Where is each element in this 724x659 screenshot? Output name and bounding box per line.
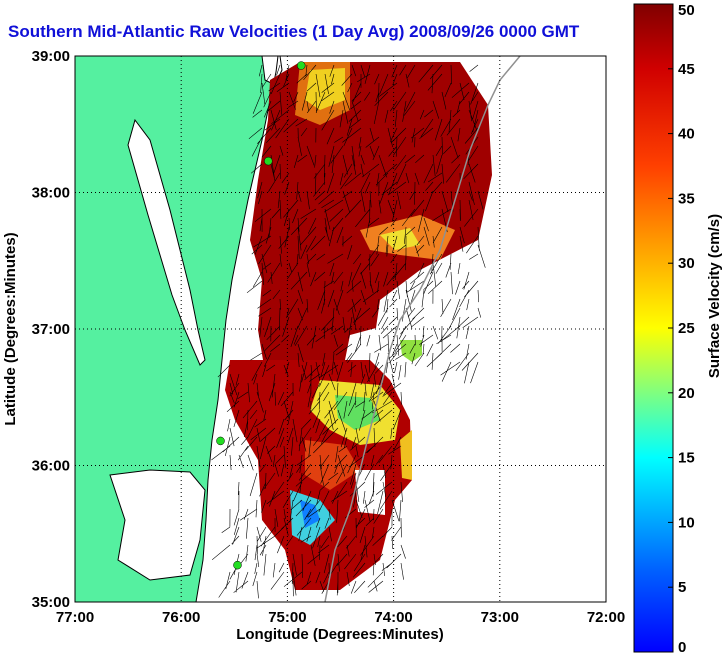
station-marker (216, 436, 225, 446)
x-tick-label: 73:00 (481, 609, 519, 626)
colorbar-tick-labels: 0 5 10 15 20 25 30 35 40 45 50 (668, 2, 695, 656)
colorbar-tick-label: 25 (678, 320, 695, 337)
y-tick-label: 36:00 (32, 458, 70, 475)
colorbar-tick-label: 35 (678, 190, 695, 207)
colorbar-tick-label: 5 (678, 579, 686, 596)
station-marker (296, 61, 306, 70)
grid-lines (75, 56, 606, 602)
coastline (195, 56, 279, 602)
x-tick-label: 76:00 (162, 609, 200, 626)
colorbar (633, 3, 674, 653)
x-tick-label: 72:00 (587, 609, 625, 626)
x-axis-label: Longitude (Degrees:Minutes) (236, 626, 444, 643)
y-tick-label: 37:00 (32, 321, 70, 338)
colorbar-tick-label: 50 (678, 2, 695, 19)
y-tick-labels: 35:00 36:00 37:00 38:00 39:00 (32, 48, 70, 611)
colorbar-tick-label: 15 (678, 450, 695, 467)
station-marker (233, 560, 242, 570)
vector-arrows (211, 64, 486, 599)
x-tick-label: 75:00 (268, 609, 306, 626)
axes-frame (74, 55, 607, 603)
colorbar-tick-label: 0 (678, 639, 686, 656)
x-tick-label: 77:00 (56, 609, 94, 626)
y-tick-label: 38:00 (32, 185, 70, 202)
y-axis-label: Latitude (Degrees:Minutes) (2, 232, 19, 425)
chart-title: Southern Mid-Atlantic Raw Velocities (1 … (8, 22, 580, 41)
x-tick-label: 74:00 (374, 609, 412, 626)
chesapeake-bay (127, 118, 206, 366)
colorbar-tick-label: 10 (678, 514, 695, 531)
colorbar-label: Surface Velocity (cm/s) (706, 214, 723, 378)
station-marker (264, 156, 273, 166)
y-tick-label: 39:00 (32, 48, 70, 65)
colorbar-tick-label: 30 (678, 255, 695, 272)
shelf-break-contour (324, 56, 521, 602)
pamlico-sound (109, 469, 206, 581)
radar-stations (216, 61, 306, 570)
colorbar-tick-label: 45 (678, 61, 695, 78)
x-tick-labels: 77:00 76:00 75:00 74:00 73:00 72:00 (56, 609, 625, 626)
y-tick-label: 35:00 (32, 594, 70, 611)
velocity-vectors (211, 64, 486, 599)
colorbar-tick-label: 20 (678, 385, 695, 402)
colorbar-tick-label: 40 (678, 126, 695, 143)
